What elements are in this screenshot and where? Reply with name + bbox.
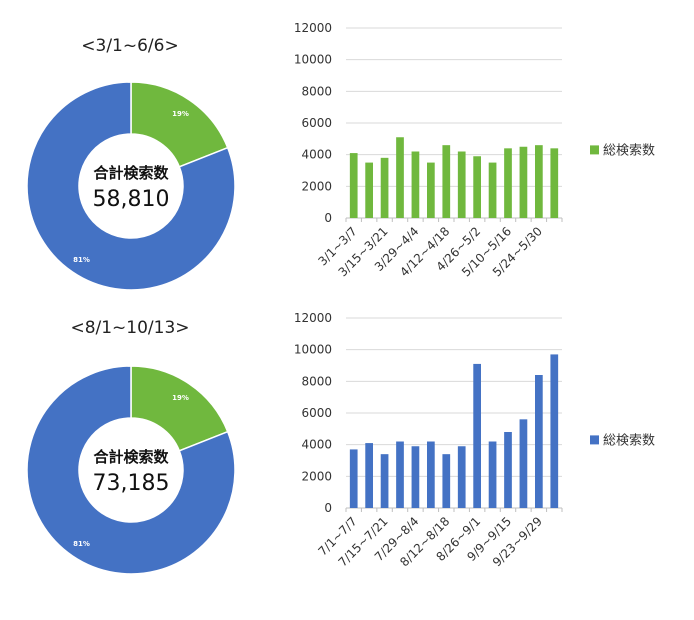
bar-1-bar-10	[504, 148, 512, 218]
donut-1-slice-0-label: 19%	[172, 110, 189, 118]
bar-1-legend-swatch	[590, 145, 599, 155]
donut-2-slice-0-label: 19%	[172, 394, 189, 402]
donut-svg-2: 19% 81% 合計検索数 73,185	[26, 365, 236, 575]
bar-2-legend-label: 総検索数	[603, 433, 655, 448]
bar-2-bar-11	[519, 419, 528, 508]
bar-2-ytick-5: 10000	[294, 343, 332, 357]
donut-1-slice-1	[26, 81, 236, 291]
bar-1-bar-9	[488, 162, 497, 218]
bar-1-bar-12	[535, 145, 543, 218]
donut-2-center-value: 73,185	[93, 471, 170, 496]
bar-2-bar-3	[396, 441, 404, 508]
bar-2-bar-0	[349, 449, 358, 508]
bar-2-bar-2	[380, 454, 389, 508]
bar-2-ytick-0: 0	[324, 501, 332, 515]
bar-1-ytick-6: 12000	[294, 21, 332, 35]
donut-1-slice-1-label: 81%	[73, 256, 90, 264]
bar-chart-1: 0200040006000800010000120003/1~3/73/15~3…	[294, 21, 655, 279]
bar-2-bar-1	[365, 443, 373, 508]
bar-1-ytick-0: 0	[324, 211, 332, 225]
bar-1-bar-3	[396, 137, 404, 218]
bar-2-ytick-4: 8000	[301, 374, 332, 388]
bar-1-ytick-3: 6000	[301, 116, 332, 130]
bar-1-bar-7	[457, 151, 466, 218]
bar-2-bar-7	[457, 446, 466, 508]
bar-1-legend-label: 総検索数	[603, 143, 655, 158]
bar-1-bar-13	[550, 148, 559, 218]
bar-2-bar-6	[442, 454, 451, 508]
bar-2-bar-10	[504, 432, 512, 508]
donut-svg-1: 19% 81% 合計検索数 58,810	[26, 81, 236, 291]
period-title-1: <3/1~6/6>	[81, 36, 179, 56]
bar-1-bar-0	[349, 153, 358, 218]
bar-2-bar-5	[427, 441, 435, 508]
donut-chart-2: 19% 81% 合計検索数 73,185	[25, 364, 237, 580]
bar-1-bar-2	[380, 157, 389, 218]
bar-2-ytick-2: 4000	[301, 438, 332, 452]
bar-1-bar-6	[442, 145, 451, 218]
donut-1-center-value: 58,810	[93, 187, 170, 212]
bar-1-bar-8	[473, 156, 481, 218]
donut-chart-1: 19% 81% 合計検索数 58,810	[25, 80, 237, 296]
bar-2-ytick-1: 2000	[301, 469, 332, 483]
bar-2-ytick-3: 6000	[301, 406, 332, 420]
bar-2-bar-4	[411, 446, 420, 508]
bar-1-bar-4	[411, 151, 420, 218]
bar-1-ytick-4: 8000	[301, 84, 332, 98]
donut-2-slice-1	[26, 365, 236, 575]
bar-2-bar-9	[488, 441, 497, 508]
bar-2-bar-13	[550, 354, 559, 508]
bar-2-bar-12	[535, 375, 543, 508]
bar-1-bar-1	[365, 162, 373, 218]
bar-1-bar-11	[519, 146, 528, 218]
bar-1-bar-5	[427, 162, 435, 218]
donut-1-center-label: 合計検索数	[92, 164, 169, 182]
bar-2-legend-swatch	[590, 435, 599, 445]
bar-2-ytick-6: 12000	[294, 311, 332, 325]
bar-1-ytick-1: 2000	[301, 179, 332, 193]
bar-1-ytick-2: 4000	[301, 148, 332, 162]
bar-2-bar-8	[473, 363, 481, 508]
bar-chart-2: 0200040006000800010000120007/1~7/77/15~7…	[294, 311, 655, 569]
bar-1-ytick-5: 10000	[294, 53, 332, 67]
donut-2-slice-1-label: 81%	[73, 540, 90, 548]
period-title-2: <8/1~10/13>	[70, 318, 190, 338]
donut-2-center-label: 合計検索数	[92, 448, 169, 466]
